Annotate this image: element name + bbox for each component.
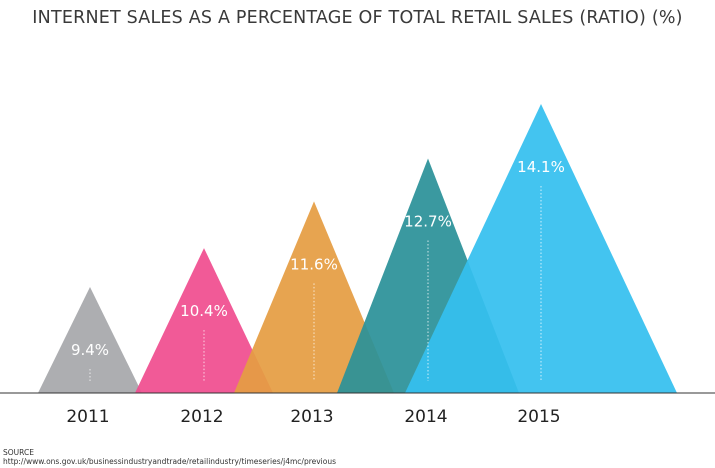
- category-label-2015: 2015: [517, 407, 560, 427]
- triangle-2012: [135, 248, 273, 393]
- value-label-2014: 12.7%: [404, 213, 452, 231]
- triangle-2015: [405, 104, 677, 393]
- chart-title: INTERNET SALES AS A PERCENTAGE OF TOTAL …: [32, 8, 683, 28]
- source-url: http://www.ons.gov.uk/businessindustryan…: [3, 457, 337, 466]
- category-label-2012: 2012: [180, 407, 223, 427]
- source-label: SOURCE: [3, 448, 34, 457]
- category-label-2011: 2011: [66, 407, 109, 427]
- triangle-2013: [234, 201, 394, 393]
- source-note: SOURCE http://www.ons.gov.uk/businessind…: [3, 448, 336, 466]
- category-label-2014: 2014: [404, 407, 447, 427]
- value-label-2013: 11.6%: [290, 255, 338, 273]
- value-label-2015: 14.1%: [517, 158, 565, 176]
- category-label-2013: 2013: [290, 407, 333, 427]
- triangle-2011: [38, 287, 142, 393]
- value-label-2011: 9.4%: [71, 341, 109, 359]
- value-label-2012: 10.4%: [180, 302, 228, 320]
